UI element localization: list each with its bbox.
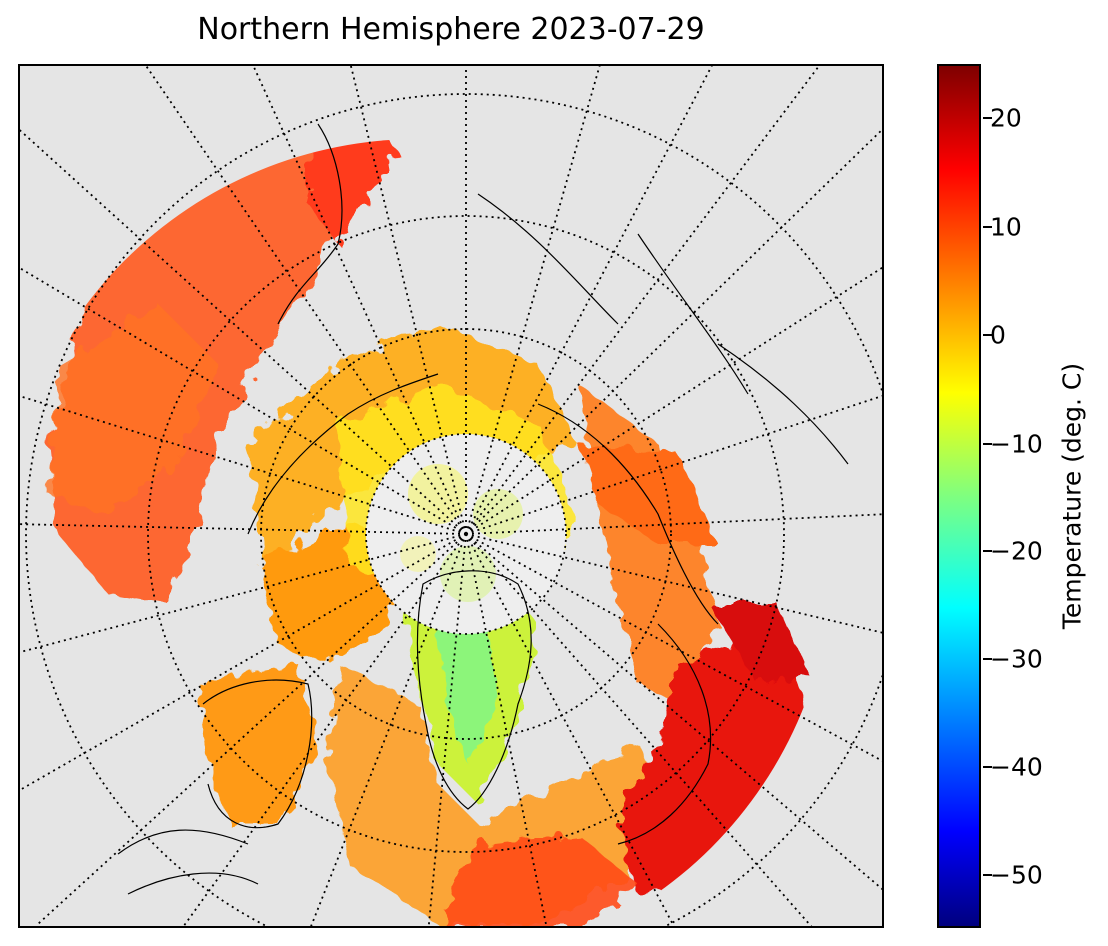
greenland-coast <box>416 570 532 810</box>
colorbar-tick-label: −10 <box>990 429 1043 459</box>
colorbar-tick-label: −50 <box>990 860 1043 890</box>
graticule <box>18 64 884 928</box>
colorbar-tick-label: −20 <box>990 536 1043 566</box>
colorbar-tick <box>983 550 992 552</box>
alaska-orange <box>198 664 318 824</box>
north-america-interior <box>117 829 259 895</box>
warm-band-west-2 <box>48 304 218 514</box>
colorbar-tick <box>983 443 992 445</box>
colorbar-tick-label: 0 <box>990 320 1006 350</box>
polar-temperature-map <box>18 64 884 928</box>
hudson-coast <box>277 123 343 325</box>
colorbar-tick <box>983 117 992 119</box>
coastlines <box>117 123 849 895</box>
colorbar-tick-label: −30 <box>990 644 1043 674</box>
colorbar-tick <box>983 766 992 768</box>
parallel-50 <box>25 93 884 928</box>
colorbar-tick <box>983 334 992 336</box>
colorbar-tick <box>983 226 992 228</box>
map-title: Northern Hemisphere 2023-07-29 <box>197 12 705 47</box>
warm-hudson-strip <box>308 139 398 244</box>
parallel-80 <box>365 433 567 635</box>
asia-interior-lines <box>477 193 849 465</box>
colorbar-tick-label: 10 <box>990 212 1022 242</box>
colorbar-label: Temperature (deg. C) <box>1057 362 1087 630</box>
parallel-70 <box>260 328 672 740</box>
parallel-60 <box>147 215 785 853</box>
east-siberia-orange <box>578 444 718 544</box>
siberia-coast <box>537 403 719 625</box>
scandinavia-red <box>708 604 808 684</box>
colorbar-tick-label: −40 <box>990 752 1043 782</box>
greenland-green <box>438 624 498 764</box>
canada-coast <box>247 373 439 535</box>
colorbar <box>937 64 981 928</box>
colorbar-tick <box>983 658 992 660</box>
colorbar-tick <box>983 874 992 876</box>
europe-coast <box>617 623 712 845</box>
colorbar-tick-label: 20 <box>990 103 1022 133</box>
meridian-lines <box>18 64 884 928</box>
map-frame <box>18 64 884 928</box>
